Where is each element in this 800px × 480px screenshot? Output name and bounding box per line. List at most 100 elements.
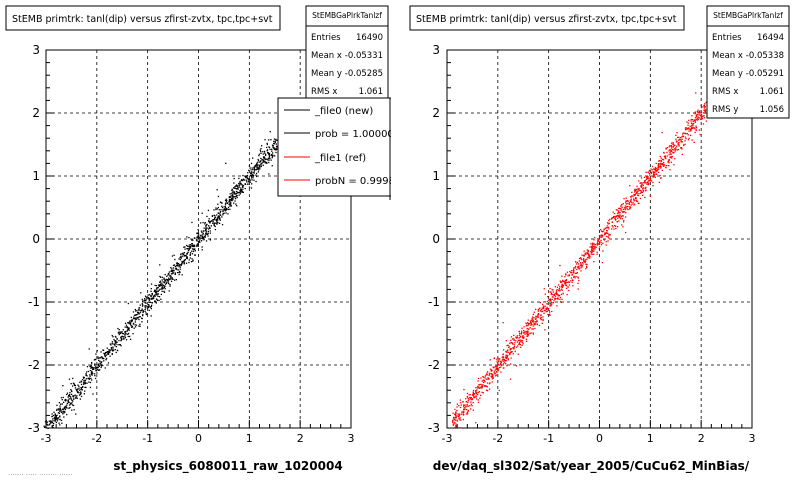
- scatter-point: [480, 394, 482, 397]
- scatter-point: [121, 335, 123, 337]
- scatter-point: [574, 277, 576, 279]
- left-y-tick-label: -2: [28, 358, 40, 372]
- scatter-point: [675, 134, 677, 136]
- scatter-point: [599, 236, 601, 238]
- scatter-point: [646, 176, 648, 179]
- scatter-point: [231, 197, 233, 199]
- scatter-point: [238, 192, 240, 194]
- scatter-point: [620, 205, 622, 207]
- scatter-point: [701, 118, 703, 120]
- scatter-point: [192, 239, 194, 241]
- scatter-point: [155, 290, 157, 292]
- scatter-point: [615, 218, 617, 220]
- scatter-point: [665, 147, 667, 149]
- right-x-tick-labels: -3 -2 -1 0 1 2 3: [442, 432, 756, 445]
- scatter-point: [70, 393, 73, 395]
- scatter-point: [560, 286, 563, 288]
- scatter-point: [596, 244, 598, 246]
- scatter-point: [198, 234, 200, 236]
- scatter-point: [455, 411, 457, 413]
- scatter-point: [74, 384, 77, 387]
- scatter-point: [73, 395, 75, 397]
- scatter-point: [607, 240, 609, 242]
- scatter-point: [230, 195, 232, 197]
- scatter-point: [669, 156, 671, 158]
- scatter-point: [556, 298, 558, 300]
- scatter-point: [668, 165, 670, 167]
- scatter-point: [183, 263, 185, 265]
- scatter-point: [573, 268, 575, 270]
- scatter-point: [542, 303, 544, 306]
- scatter-point: [253, 172, 255, 174]
- scatter-point: [95, 367, 97, 369]
- scatter-point: [183, 246, 185, 248]
- scatter-point: [539, 307, 541, 309]
- scatter-point: [681, 147, 683, 149]
- scatter-point: [474, 393, 476, 395]
- scatter-point: [161, 276, 164, 278]
- scatter-point: [74, 384, 76, 386]
- scatter-point: [601, 262, 604, 264]
- scatter-point: [467, 413, 469, 415]
- scatter-point: [147, 306, 149, 308]
- scatter-point: [191, 253, 194, 255]
- scatter-point: [85, 374, 87, 376]
- scatter-point: [486, 372, 488, 374]
- scatter-point: [69, 391, 71, 394]
- scatter-point: [136, 317, 138, 319]
- scatter-point: [92, 368, 94, 370]
- scatter-point: [124, 335, 126, 337]
- scatter-point: [515, 365, 517, 367]
- scatter-point: [633, 198, 635, 200]
- scatter-point: [510, 348, 513, 350]
- scatter-point: [593, 249, 595, 251]
- scatter-point: [529, 322, 531, 325]
- scatter-point: [160, 282, 162, 284]
- scatter-point: [208, 227, 211, 229]
- scatter-point: [215, 222, 217, 224]
- scatter-point: [188, 248, 190, 250]
- scatter-point: [572, 272, 574, 274]
- scatter-point: [169, 278, 171, 280]
- scatter-point: [134, 308, 136, 311]
- scatter-point: [490, 370, 492, 372]
- scatter-point: [276, 145, 278, 147]
- scatter-point: [544, 305, 546, 307]
- scatter-point: [239, 191, 241, 193]
- scatter-point: [523, 332, 525, 334]
- scatter-point: [247, 172, 249, 174]
- scatter-point: [90, 377, 92, 379]
- scatter-point: [215, 208, 217, 211]
- right-stats-label: RMS x: [712, 87, 738, 97]
- scatter-point: [80, 387, 82, 389]
- scatter-point: [105, 354, 108, 356]
- scatter-point: [658, 160, 660, 162]
- left-y-tick-label: -3: [28, 421, 40, 435]
- scatter-point: [521, 341, 524, 343]
- left-scatter-points: [43, 131, 278, 429]
- scatter-point: [46, 423, 48, 425]
- scatter-point: [226, 199, 228, 201]
- scatter-point: [597, 238, 599, 240]
- scatter-point: [701, 106, 703, 108]
- scatter-point: [699, 110, 701, 112]
- scatter-point: [163, 285, 165, 287]
- scatter-point: [179, 259, 182, 261]
- right-x-axis-title: dev/daq_sl302/Sat/year_2005/CuCu62_MinBi…: [433, 459, 750, 474]
- scatter-point: [163, 278, 165, 280]
- scatter-point: [682, 132, 685, 134]
- scatter-point: [692, 127, 694, 129]
- scatter-point: [114, 340, 116, 342]
- scatter-point: [76, 397, 78, 399]
- scatter-point: [645, 189, 647, 191]
- scatter-point: [549, 314, 551, 316]
- scatter-point: [126, 326, 128, 329]
- scatter-point: [191, 250, 193, 252]
- scatter-point: [155, 285, 158, 287]
- scatter-point: [223, 209, 225, 211]
- scatter-point: [107, 362, 110, 364]
- scatter-point: [638, 187, 640, 190]
- scatter-point: [580, 270, 582, 272]
- left-stats-value: -0.05331: [345, 51, 383, 61]
- scatter-point: [561, 275, 563, 277]
